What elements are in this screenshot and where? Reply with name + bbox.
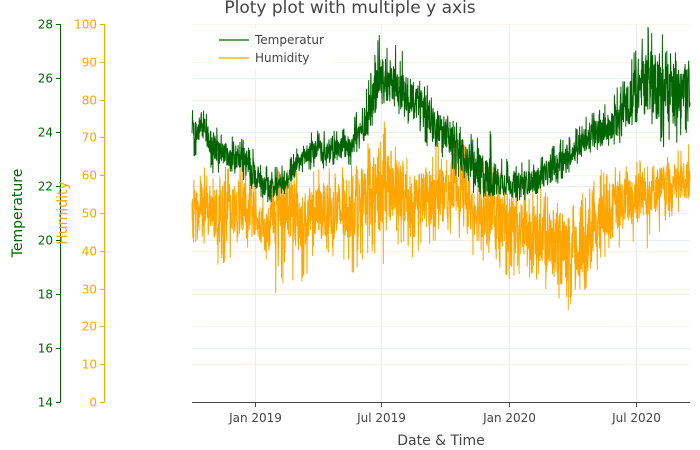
- plot-area[interactable]: [191, 26, 691, 311]
- humidity-tick-label: 90: [82, 56, 97, 70]
- humidity-tick-label: 80: [82, 94, 97, 108]
- temperature-tick-label: 18: [38, 288, 53, 302]
- temperature-axis-title: Temperature: [10, 169, 26, 259]
- temperature-y-axis: 14 16 18 20 22 24 26 28: [38, 18, 61, 410]
- humidity-axis-title: Humidity: [55, 181, 71, 244]
- humidity-tick-label: 70: [82, 131, 97, 145]
- x-axis-title: Date & Time: [397, 433, 485, 449]
- legend-background: [212, 29, 332, 69]
- humidity-tick-label: 0: [89, 396, 97, 410]
- temperature-line[interactable]: [191, 26, 691, 203]
- humidity-tick-label: 50: [82, 207, 97, 221]
- temperature-tick-label: 26: [38, 72, 53, 86]
- humidity-tick-label: 60: [82, 169, 97, 183]
- legend-item-humidity[interactable]: Humidity: [219, 51, 309, 65]
- chart-title: Ploty plot with multiple y axis: [224, 0, 475, 18]
- humidity-line[interactable]: [191, 121, 691, 311]
- humidity-tick-label: 40: [82, 245, 97, 259]
- humidity-tick-label: 20: [82, 320, 97, 334]
- legend-label-humidity: Humidity: [255, 51, 309, 65]
- legend-item-temperature[interactable]: Temperatur: [219, 33, 324, 47]
- x-axis: Jan 2019 Jul 2019 Jan 2020 Jul 2020: [192, 402, 690, 425]
- temperature-tick-label: 24: [38, 126, 53, 140]
- x-tick-label: Jul 2019: [356, 411, 406, 425]
- legend[interactable]: Temperatur Humidity: [212, 29, 332, 69]
- x-tick-label: Jul 2020: [611, 411, 661, 425]
- humidity-tick-label: 10: [82, 358, 97, 372]
- x-tick-label: Jan 2020: [482, 411, 536, 425]
- humidity-tick-label: 100: [74, 18, 97, 32]
- temperature-tick-label: 28: [38, 18, 53, 32]
- legend-label-temperature: Temperatur: [254, 33, 324, 47]
- temperature-tick-label: 22: [38, 180, 53, 194]
- temperature-tick-label: 20: [38, 234, 53, 248]
- humidity-y-axis: 0 10 20 30 40 50 60 70 80 90 100: [74, 18, 105, 410]
- temperature-tick-label: 16: [38, 342, 53, 356]
- temperature-tick-label: 14: [38, 396, 53, 410]
- humidity-tick-label: 30: [82, 283, 97, 297]
- x-tick-label: Jan 2019: [228, 411, 282, 425]
